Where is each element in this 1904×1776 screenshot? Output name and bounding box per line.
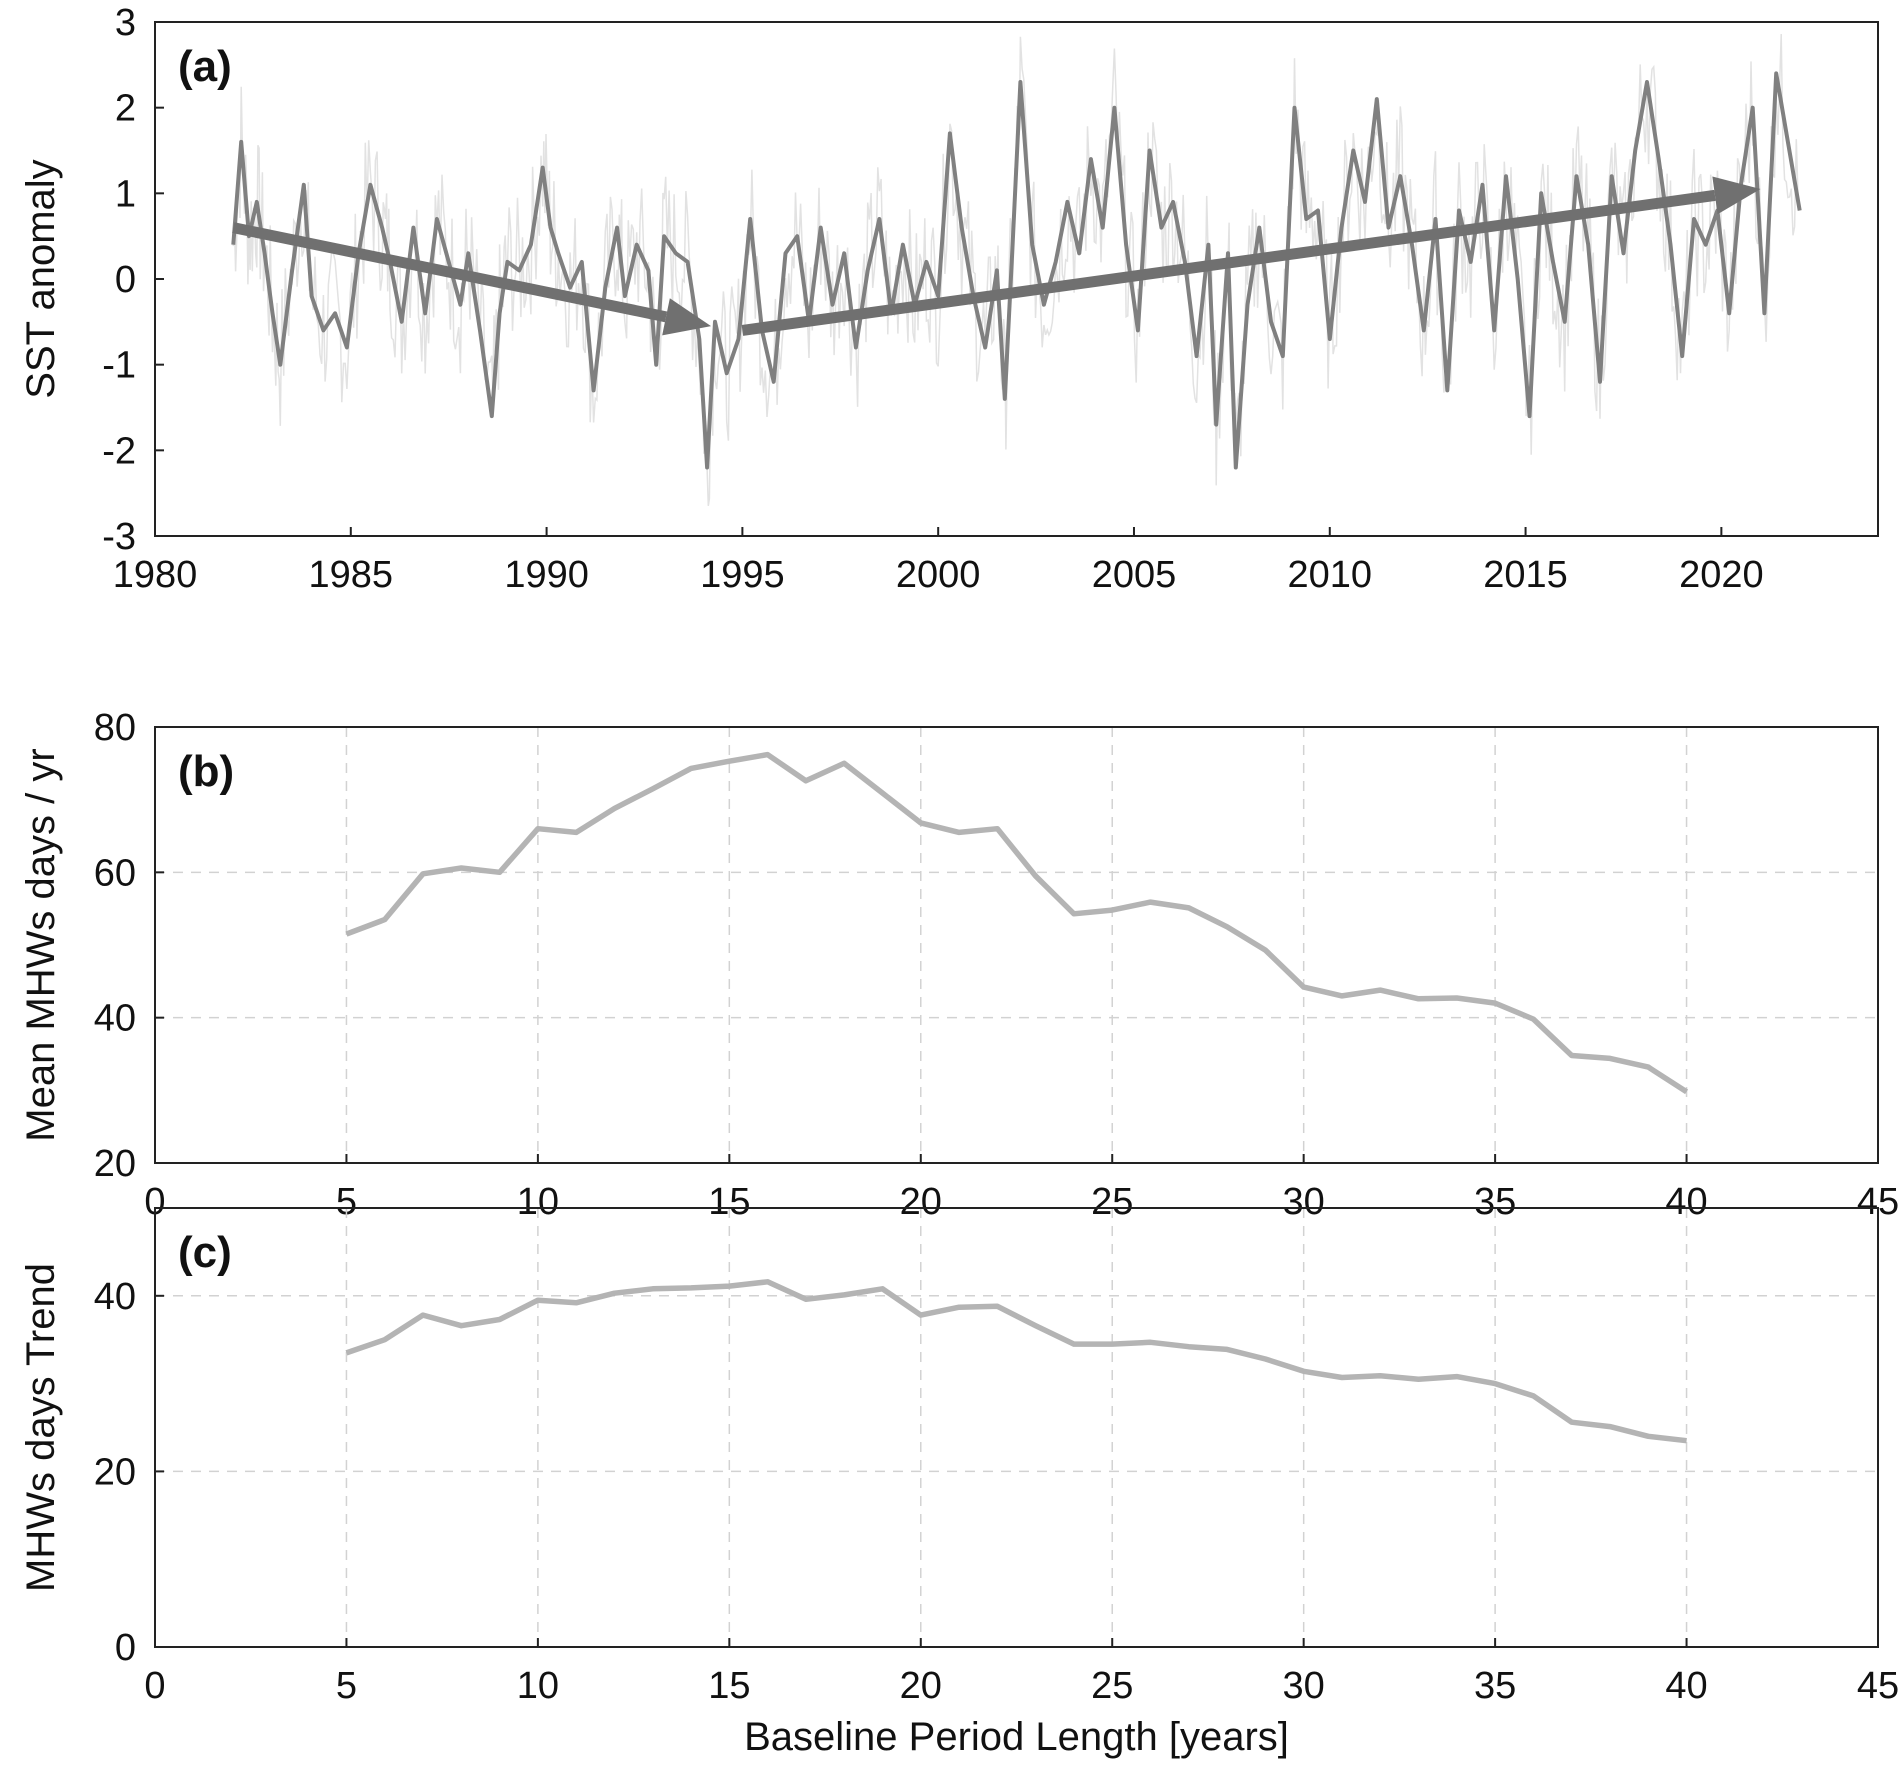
- x-tick-label: 1990: [504, 554, 589, 596]
- panel-2: 0 5 10 15 20 25 30 35 40 45 0 20 40 (c) MHWs days Tren…: [19, 1207, 1899, 1759]
- y-tick-label: 0: [115, 1627, 136, 1669]
- x-tick-label: 1995: [700, 554, 785, 596]
- x-tick-label: 2015: [1483, 554, 1568, 596]
- y-tick-label: -1: [102, 345, 136, 387]
- panel-label: (c): [178, 1228, 232, 1277]
- sst-daily-noise-line: [232, 33, 1799, 507]
- x-tick-label: 2020: [1679, 554, 1764, 596]
- trend-arrow-shaft-1: [741, 189, 1716, 336]
- axes-frame: [154, 726, 1879, 1164]
- panel-label: (b): [178, 747, 234, 796]
- x-tick-label: 45: [1857, 1665, 1899, 1707]
- y-tick-label: -3: [102, 516, 136, 558]
- series-line-1-0: [345, 751, 1689, 1095]
- x-tick-label: 35: [1474, 1665, 1516, 1707]
- y-tick-label: 40: [94, 1276, 136, 1318]
- x-tick-label: 15: [708, 1665, 750, 1707]
- x-tick-label: 25: [1091, 1665, 1133, 1707]
- y-tick-label: 20: [94, 1451, 136, 1493]
- x-tick-label: 2005: [1092, 554, 1177, 596]
- axes-frame: [154, 1207, 1879, 1648]
- series-line-0-0: [231, 71, 1802, 470]
- y-tick-label: 20: [94, 1143, 136, 1185]
- y-axis-title: MHWs days Trend: [19, 1263, 63, 1592]
- axes-frame: [154, 21, 1879, 537]
- x-tick-label: 20: [900, 1665, 942, 1707]
- x-tick-label: 5: [336, 1665, 357, 1707]
- y-tick-label: 2: [115, 88, 136, 130]
- trend-arrow-shaft-0: [232, 222, 668, 323]
- x-tick-label: 5: [336, 1181, 357, 1223]
- trend-arrow-head-1: [1712, 176, 1761, 215]
- x-tick-label: 30: [1283, 1665, 1325, 1707]
- y-tick-label: 80: [94, 707, 136, 749]
- y-tick-label: 0: [115, 259, 136, 301]
- y-tick-label: 40: [94, 998, 136, 1040]
- x-tick-label: 1980: [113, 554, 198, 596]
- x-tick-label: 2010: [1287, 554, 1372, 596]
- x-tick-label: 40: [1665, 1665, 1707, 1707]
- y-axis-title: Mean MHWs days / yr: [19, 748, 63, 1141]
- y-tick-label: 3: [115, 2, 136, 44]
- panel-0: 1980 1985 1990 1995 2000 2005 2010 2015 2020 -3 -2…: [19, 2, 1879, 596]
- x-tick-label: 0: [144, 1181, 165, 1223]
- x-axis-title: Baseline Period Length [years]: [744, 1715, 1289, 1759]
- y-axis-title: SST anomaly: [19, 159, 63, 398]
- x-tick-label: 0: [144, 1665, 165, 1707]
- x-tick-label: 10: [517, 1665, 559, 1707]
- x-tick-label: 2000: [896, 554, 981, 596]
- trend-arrow-head-0: [662, 298, 712, 336]
- y-tick-label: -2: [102, 430, 136, 472]
- x-tick-label: 1985: [309, 554, 394, 596]
- panel-label: (a): [178, 42, 232, 91]
- y-tick-label: 1: [115, 173, 136, 215]
- series-line-2-0: [345, 1279, 1687, 1444]
- y-tick-label: 60: [94, 852, 136, 894]
